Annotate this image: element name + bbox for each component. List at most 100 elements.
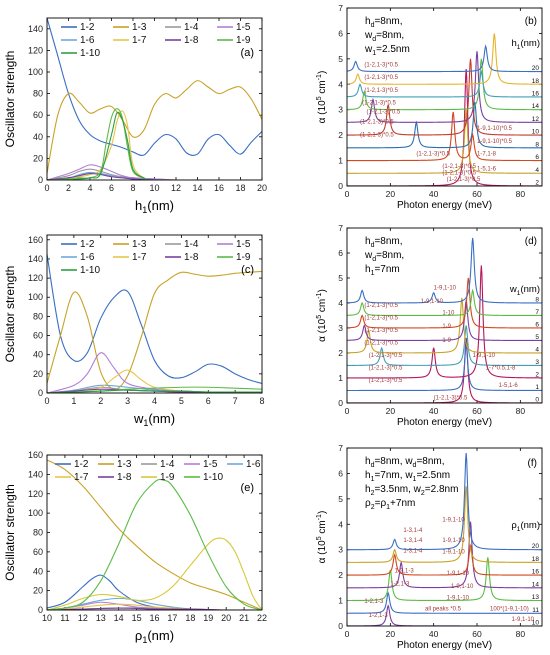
peak-annotation: (1-2,1-3)*0.5 <box>364 88 398 94</box>
panel-label: (f) <box>528 458 537 469</box>
y-tick-label: 2 <box>338 130 343 140</box>
peak-annotation: 1-7*0.5,1-8 <box>486 365 516 371</box>
y-tick-label: 2 <box>338 348 343 358</box>
legend-label: 1-2 <box>80 239 95 250</box>
trace-offset-label: 18 <box>532 78 540 85</box>
x-tick-label: 14 <box>114 613 124 623</box>
x-tick-label: 2 <box>66 183 71 193</box>
legend-label: 1-5 <box>236 22 251 33</box>
peak-annotation: (1-2,1-3)*0.5 <box>364 75 398 81</box>
y-tick-label: 20 <box>33 369 43 379</box>
x-tick-label: 60 <box>472 629 482 639</box>
panel-label: (e) <box>241 482 254 494</box>
peak-annotation: 1-2,1-3 <box>390 581 410 587</box>
plot-frame <box>346 7 543 187</box>
series-line-1-8 <box>47 172 262 180</box>
y-tick-label: 140 <box>28 469 43 479</box>
trace-offset-label: 4 <box>535 347 539 354</box>
peak-annotation: (1-2,1-3)*0.5 <box>434 395 468 401</box>
trace-offset-label: 16 <box>532 91 540 98</box>
peak-annotation: (1-2,1-3)*0.5 <box>416 151 450 157</box>
x-tick-label: 12 <box>78 613 88 623</box>
peak-annotation: (1-2,1-3)*0.5 <box>364 340 398 346</box>
trace-line-6 <box>347 111 542 162</box>
trace-offset-label: 8 <box>535 141 539 148</box>
y-tick-label: 4 <box>338 519 343 529</box>
y-tick-label: 80 <box>33 528 43 538</box>
x-axis-label: h1(nm) <box>135 198 174 215</box>
panel-label: (c) <box>241 264 254 276</box>
plot-area <box>47 254 262 393</box>
trace-line-20 <box>347 453 542 551</box>
y-tick-label: 60 <box>33 110 43 120</box>
peak-annotation: 1-9,1-10 <box>442 550 465 556</box>
trace-offset-label: 13 <box>532 594 540 601</box>
x-tick-label: 12 <box>171 183 181 193</box>
trace-line-11 <box>347 591 542 614</box>
series-line-1-3 <box>47 80 262 174</box>
x-tick-label: 0 <box>44 183 49 193</box>
trace-offset-label: 1 <box>535 384 539 391</box>
trace-line-12 <box>347 51 542 123</box>
x-tick-label: 21 <box>239 613 249 623</box>
legend-label: 1-8 <box>184 35 199 46</box>
panel-f: 0 20 40 60 80 0 1 2 3 4 5 6 7 10 11 13 14 16 18 20 1-3,1-4 1-… <box>316 443 543 651</box>
peak-annotation: 1-5,1-6 <box>477 167 497 173</box>
legend-label: 1-7 <box>74 472 89 483</box>
x-tick-label: 16 <box>214 183 224 193</box>
y-tick-label: 3 <box>338 323 343 333</box>
x-tick-label: 40 <box>429 406 439 416</box>
y-axis-label: Oscillator strength <box>3 51 17 148</box>
legend-label: 1-4 <box>184 239 199 250</box>
trace-line-13 <box>347 557 542 602</box>
y-tick-label: 120 <box>28 489 43 499</box>
y-tick-label: 5 <box>338 54 343 64</box>
panel-label: (b) <box>525 16 537 27</box>
x-tick-label: 14 <box>192 183 202 193</box>
peak-annotation: 1-7,1-8 <box>477 151 497 157</box>
x-tick-label: 7 <box>233 396 238 406</box>
x-tick-label: 11 <box>60 613 69 623</box>
x-tick-label: 4 <box>87 183 92 193</box>
trace-line-20 <box>347 44 542 73</box>
series-line-1-9 <box>47 537 262 610</box>
y-tick-label: 5 <box>338 273 343 283</box>
trace-offset-label: 16 <box>532 569 540 576</box>
plot-frame <box>46 454 263 611</box>
parameter-text: h2​=3.5nm, w2​=2.8nm <box>365 484 458 497</box>
trace-offset-label: 6 <box>535 154 539 161</box>
peak-annotation: (1-2,1-3)*0.5 <box>364 315 398 321</box>
peak-annotation: (1-2,1-3)*0.5 <box>360 132 394 138</box>
offset-axis-label: w1​(nm) <box>509 284 540 297</box>
parameter-text: w1​=2.5nm <box>364 44 410 57</box>
x-tick-label: 20 <box>386 406 396 416</box>
y-tick-label: 1 <box>338 373 343 383</box>
offset-axis-label: h1​(nm) <box>511 38 540 51</box>
parameter-text: wd​=8nm, <box>364 30 404 43</box>
x-tick-label: 19 <box>203 613 213 623</box>
series-line-1-3 <box>47 270 262 390</box>
legend-label: 1-9 <box>160 472 175 483</box>
trace-line-18 <box>347 486 542 563</box>
x-tick-label: 5 <box>179 396 184 406</box>
y-tick-label: 40 <box>33 350 43 360</box>
y-tick-label: 6 <box>338 28 343 38</box>
x-tick-label: 8 <box>130 183 135 193</box>
parameter-text: ρ2​=ρ1​+7nm <box>365 498 415 511</box>
trace-line-14 <box>347 58 542 111</box>
peak-annotation: 1-5,1-6 <box>499 383 519 389</box>
y-tick-label: 100 <box>28 292 43 302</box>
series-line-1-10 <box>47 389 262 393</box>
y-tick-label: 7 <box>338 3 343 13</box>
legend-label: 1-6 <box>246 459 261 470</box>
x-tick-label: 4 <box>152 396 157 406</box>
panel-a: 0 2 4 6 8 10 12 14 16 18 20 0 20 40 60 80 100 120 140 1-2 1-… <box>3 17 267 215</box>
x-tick-label: 18 <box>185 613 195 623</box>
y-tick-label: 0 <box>338 181 343 191</box>
peak-annotation: all peaks *0.5 <box>425 607 462 613</box>
x-axis-label: Photon energy (meV) <box>397 417 492 428</box>
y-tick-label: 4 <box>338 298 343 308</box>
y-axis-label: α (105​ cm-1​) <box>316 71 328 124</box>
x-tick-label: 0 <box>345 189 350 199</box>
legend-label: 1-4 <box>184 22 199 33</box>
